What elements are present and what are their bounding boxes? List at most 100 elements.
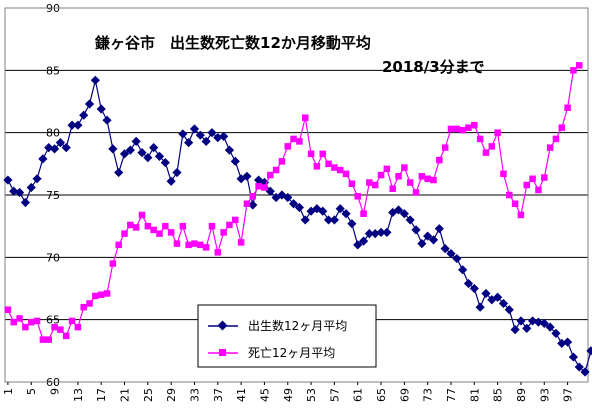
data-point — [97, 291, 105, 298]
data-point — [51, 323, 58, 331]
data-point — [108, 144, 118, 154]
data-point — [353, 240, 363, 250]
data-point — [323, 215, 334, 225]
x-tick-label: 69 — [398, 388, 411, 402]
data-point — [119, 149, 130, 159]
data-point — [500, 170, 507, 178]
data-point — [440, 244, 450, 254]
legend: 出生数12ヶ月平均 死亡12ヶ月平均 — [197, 304, 377, 368]
data-point — [574, 362, 584, 372]
data-point — [568, 352, 579, 362]
data-point — [411, 225, 421, 235]
legend-box — [197, 304, 377, 368]
data-point — [20, 197, 31, 208]
x-tick-label: 25 — [142, 388, 155, 402]
data-point — [261, 184, 268, 191]
y-tick-label: 70 — [46, 251, 60, 264]
series-1 — [4, 62, 583, 343]
data-point — [226, 221, 233, 229]
x-tick-label: 65 — [375, 388, 388, 402]
data-point — [3, 175, 13, 185]
data-point — [114, 167, 124, 178]
data-point — [173, 240, 181, 247]
y-tick-label: 75 — [46, 189, 60, 202]
data-point — [494, 129, 501, 136]
data-point — [539, 318, 549, 329]
data-point — [207, 128, 217, 138]
data-point — [86, 300, 93, 307]
data-point — [546, 144, 554, 151]
data-point — [558, 124, 566, 131]
x-tick-label: 17 — [95, 388, 108, 402]
data-point — [325, 160, 332, 168]
data-point — [471, 121, 478, 129]
data-point — [160, 157, 170, 168]
data-point — [184, 138, 194, 148]
data-point — [481, 288, 491, 299]
data-point — [38, 154, 48, 164]
data-point — [249, 192, 257, 200]
data-point — [242, 171, 252, 181]
data-point — [535, 186, 542, 194]
data-point — [406, 179, 414, 186]
data-point — [342, 170, 350, 178]
data-point — [62, 332, 70, 340]
data-point — [90, 75, 100, 85]
data-point — [201, 136, 211, 146]
data-point — [469, 283, 479, 294]
data-point — [284, 143, 292, 150]
data-point — [318, 206, 328, 216]
data-point — [405, 215, 415, 225]
data-point — [115, 241, 122, 249]
data-point — [562, 337, 573, 347]
x-tick-label: 37 — [212, 388, 225, 402]
data-point — [49, 144, 60, 154]
data-point — [154, 151, 165, 161]
data-point — [436, 156, 443, 164]
data-point — [57, 326, 64, 333]
data-point — [80, 303, 87, 311]
data-point — [517, 211, 525, 219]
data-point — [167, 229, 175, 236]
data-point — [376, 227, 386, 237]
data-point — [191, 240, 198, 247]
data-point — [132, 224, 140, 231]
data-point — [458, 265, 468, 275]
data-point — [68, 317, 76, 325]
data-point — [580, 367, 590, 377]
data-point — [219, 131, 229, 142]
data-point — [96, 104, 106, 114]
data-point — [39, 336, 47, 343]
data-point — [395, 173, 402, 180]
x-tick-label: 61 — [352, 388, 365, 402]
x-tick-label: 89 — [515, 388, 528, 402]
data-point — [265, 186, 275, 196]
data-point — [290, 135, 297, 143]
series-0 — [3, 75, 592, 377]
data-point — [67, 120, 77, 130]
data-point — [506, 191, 513, 199]
data-point — [463, 278, 474, 289]
data-point — [255, 183, 262, 190]
data-point — [570, 67, 577, 74]
data-point — [109, 260, 117, 267]
data-point — [131, 136, 141, 146]
legend-marker-deaths — [219, 349, 226, 356]
data-point — [45, 336, 52, 343]
data-point — [237, 239, 245, 246]
data-point — [16, 315, 23, 322]
data-point — [73, 120, 83, 130]
data-point — [412, 189, 420, 196]
data-point — [33, 317, 41, 325]
x-tick-label: 73 — [422, 388, 435, 402]
data-point — [430, 176, 437, 184]
data-point — [143, 153, 153, 163]
chart-subtitle: 2018/3分まで — [382, 58, 485, 76]
data-point — [551, 328, 561, 338]
legend-marker-births — [217, 320, 228, 331]
data-point — [459, 126, 466, 134]
data-point — [389, 185, 396, 193]
x-tick-label: 49 — [282, 388, 295, 402]
